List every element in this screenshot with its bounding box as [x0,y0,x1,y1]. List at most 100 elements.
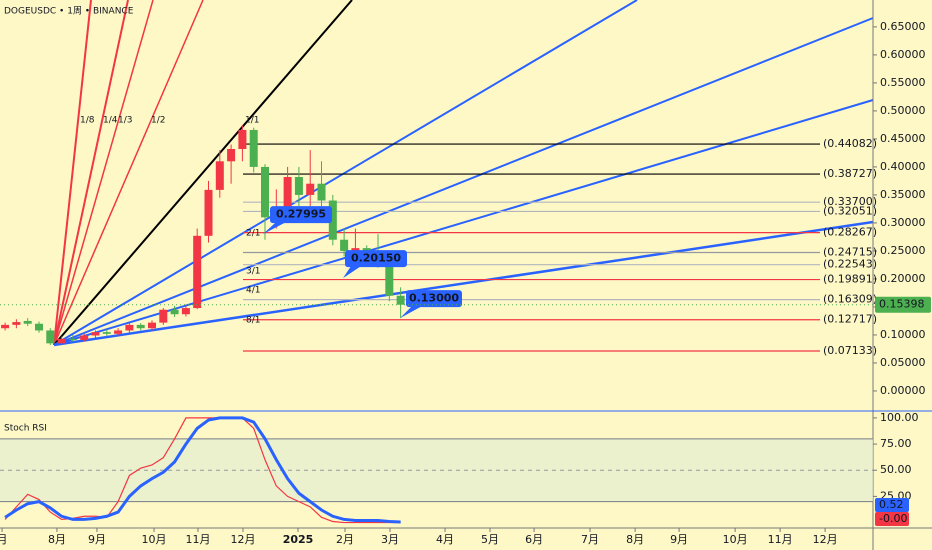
candle-body [261,166,270,218]
value-tag-label: 0.52 [879,498,904,511]
fan-label: 2/1 [246,229,260,239]
candle-body [102,332,111,334]
candle-body [34,323,43,331]
level-label: (0.19891) [823,273,877,286]
candle-body [80,335,89,340]
y-tick-label: 0.65000 [880,20,926,33]
candle-body [91,332,100,336]
callout-pointer [343,266,361,279]
x-tick-label: 月 [0,533,8,546]
x-tick-label: 12月 [813,533,838,546]
x-tick-label: 5月 [481,533,499,546]
level-label: (0.32051) [823,204,877,217]
fan-label: 8/1 [246,316,260,326]
level-label: (0.28267) [823,226,877,239]
x-tick-label: 2025 [283,533,314,546]
candle-body [396,295,405,305]
level-label: (0.22543) [823,258,877,271]
candle-body [249,129,258,167]
fan-line [53,0,204,346]
candle-body [23,320,32,324]
candle-body [227,148,236,162]
y-tick-label: 0.40000 [880,160,926,173]
candle-body [1,324,10,329]
candle-body [57,338,66,344]
x-tick-label: 11月 [185,533,210,546]
x-tick-label: 11月 [768,533,793,546]
callout-box [270,206,332,224]
y-tick-label: 0.35000 [880,188,926,201]
x-tick-label: 9月 [670,533,688,546]
candle-body [181,308,190,315]
value-tag [875,498,909,512]
callout-pointer [400,306,422,319]
price-tag-label: 0.15398 [879,298,925,311]
fan-line [53,0,154,346]
x-tick-label: 8月 [626,533,644,546]
candle-body [136,324,145,329]
callout-box [406,290,462,308]
candle-body [215,161,224,190]
fan-line [53,0,92,346]
level-label: (0.07133) [823,344,877,357]
fan-line [53,99,874,346]
chart-title: DOGEUSDC • 1周 • BINANCE [4,6,134,17]
level-label: (0.33700) [823,195,877,208]
candle-body [306,183,315,195]
candle-body [193,235,202,309]
value-tag [875,512,909,526]
callout-pointer [263,222,286,235]
x-tick-label: 3月 [381,533,399,546]
fan-label: 1/3 [118,116,132,126]
y-tick-label: 75.00 [880,437,912,450]
y-tick-label: 0.45000 [880,132,926,145]
candle-body [294,176,303,195]
y-tick-label: 0.50000 [880,104,926,117]
candle-body [351,248,360,251]
level-label: (0.12717) [823,313,877,326]
x-tick-label: 8月 [48,533,66,546]
value-tag-label: -0.00 [879,512,907,525]
candle-body [46,330,55,344]
candle-body [147,322,156,329]
fan-line [53,220,874,347]
y-tick-label: 0.20000 [880,272,926,285]
candle-body [170,309,179,315]
gann-fan [53,0,874,347]
candle-body [328,200,337,240]
fan-label: 1/4 [103,116,118,126]
candle-body [114,330,123,334]
callout-label: 0.13000 [409,292,459,305]
fan-label: 1/8 [80,116,95,126]
candle-body [204,189,213,236]
fan-label: 1/1 [245,116,259,126]
x-tick-label: 10月 [142,533,167,546]
fan-label: 4/1 [246,286,260,296]
y-tick-label: 50.00 [880,463,912,476]
y-tick-label: 0.60000 [880,48,926,61]
candle-body [340,239,349,251]
fan-label: 1/2 [151,116,165,126]
candle-body [317,183,326,201]
price-tag [875,296,931,313]
x-tick-label: 4月 [436,533,454,546]
callout-label: 0.20150 [351,252,401,265]
y-tick-label: 0.05000 [880,356,926,369]
level-label: (0.16309) [823,293,877,306]
candle-body [68,338,77,340]
x-tick-label: 6月 [525,533,543,546]
fan-line [53,0,353,346]
x-tick-label: 7月 [581,533,599,546]
y-tick-label: 0.30000 [880,216,926,229]
x-tick-label: 12月 [230,533,255,546]
candle-body [283,176,292,212]
fan-line [53,0,129,346]
x-tick-label: 2月 [336,533,354,546]
candle-body [125,324,134,331]
fan-line [53,0,638,346]
callout-label: 0.27995 [276,208,326,221]
x-tick-label: 10月 [723,533,748,546]
candle-body [159,309,168,323]
candle-body [12,322,21,325]
